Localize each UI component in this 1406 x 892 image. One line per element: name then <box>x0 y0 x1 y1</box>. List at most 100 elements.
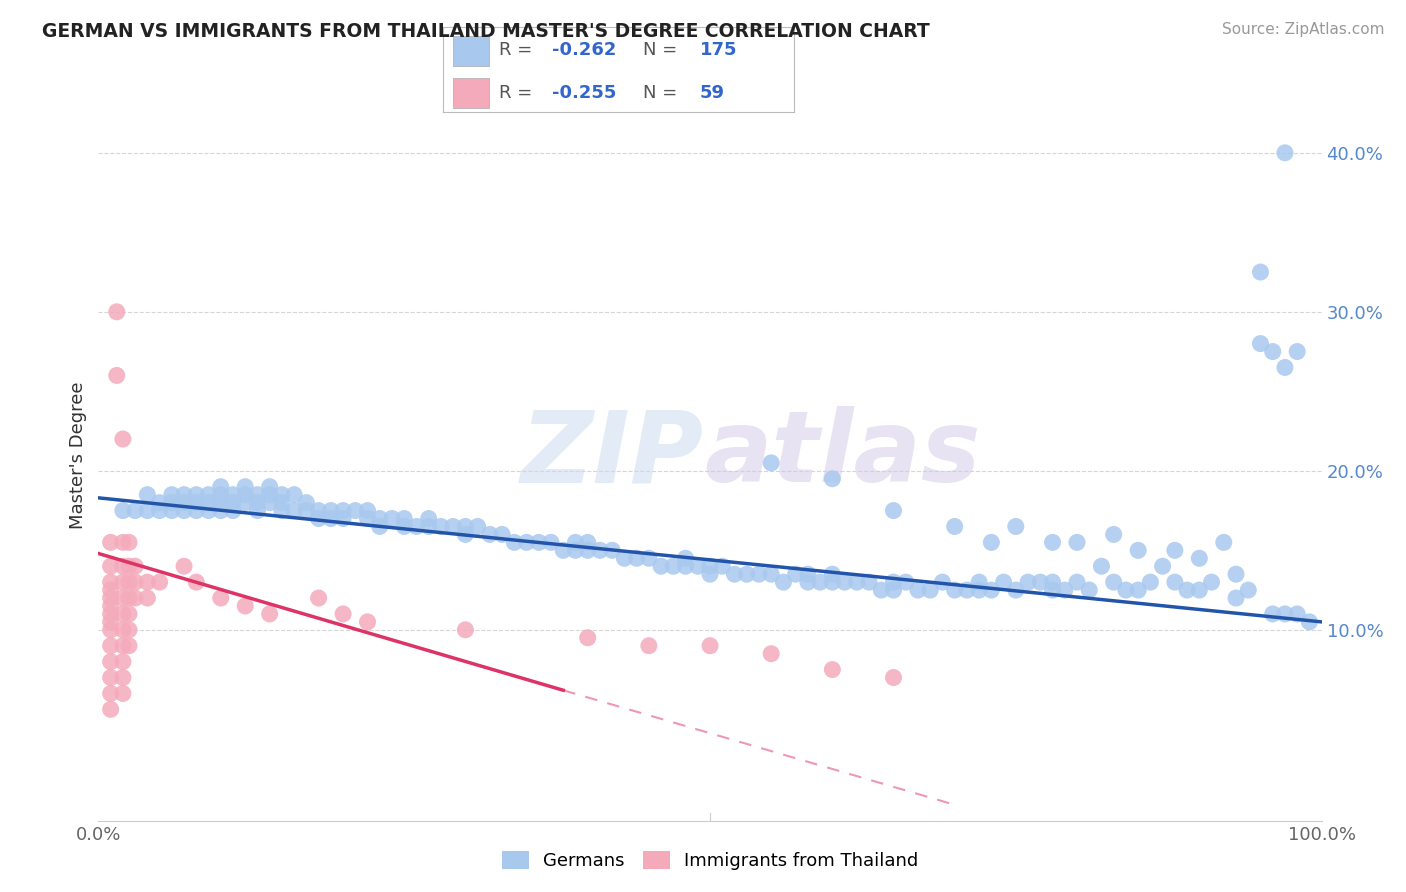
Point <box>356 503 378 517</box>
Point <box>675 551 697 566</box>
Point <box>100 575 122 590</box>
Point <box>209 488 232 502</box>
Point <box>699 559 721 574</box>
Point <box>1017 575 1039 590</box>
Point <box>160 495 183 509</box>
Point <box>233 495 256 509</box>
Point <box>1128 583 1150 598</box>
Point <box>1274 145 1296 160</box>
Point <box>136 503 159 517</box>
Point <box>111 559 134 574</box>
Point <box>967 575 990 590</box>
Point <box>1053 583 1076 598</box>
Point <box>735 567 758 582</box>
Point <box>308 591 330 605</box>
Point <box>197 488 219 502</box>
Point <box>821 567 844 582</box>
Point <box>124 559 146 574</box>
Point <box>931 575 953 590</box>
Bar <box>453 78 489 108</box>
Point <box>454 623 477 637</box>
Point <box>943 519 966 533</box>
Point <box>1286 607 1309 621</box>
Point <box>1188 583 1211 598</box>
Point <box>894 575 917 590</box>
Point <box>797 567 820 582</box>
Point <box>1175 583 1198 598</box>
Point <box>392 511 416 525</box>
Point <box>650 559 672 574</box>
Point <box>186 495 208 509</box>
Point <box>1225 591 1247 605</box>
Point <box>626 551 648 566</box>
Point <box>186 503 208 517</box>
Point <box>467 519 489 533</box>
Point <box>821 575 844 590</box>
Text: Source: ZipAtlas.com: Source: ZipAtlas.com <box>1222 22 1385 37</box>
Point <box>1225 567 1247 582</box>
Point <box>100 623 122 637</box>
Legend: Germans, Immigrants from Thailand: Germans, Immigrants from Thailand <box>495 844 925 878</box>
Point <box>1090 559 1112 574</box>
Point <box>124 575 146 590</box>
Point <box>332 511 354 525</box>
Point <box>111 623 134 637</box>
Point <box>418 519 440 533</box>
Point <box>515 535 537 549</box>
Point <box>118 575 141 590</box>
Point <box>1237 583 1260 598</box>
Point <box>821 472 844 486</box>
Text: atlas: atlas <box>704 407 980 503</box>
Point <box>111 432 134 446</box>
Point <box>1139 575 1161 590</box>
Point <box>1249 336 1271 351</box>
Point <box>118 639 141 653</box>
Point <box>308 511 330 525</box>
Point <box>197 503 219 517</box>
Text: -0.262: -0.262 <box>551 42 616 60</box>
Point <box>100 639 122 653</box>
Point <box>564 543 586 558</box>
Point <box>993 575 1015 590</box>
Point <box>761 567 783 582</box>
Point <box>761 456 783 470</box>
Point <box>118 623 141 637</box>
Point <box>209 495 232 509</box>
Point <box>233 599 256 613</box>
Point <box>100 583 122 598</box>
Point <box>332 607 354 621</box>
Point <box>111 591 134 605</box>
Point <box>943 583 966 598</box>
Point <box>270 488 294 502</box>
Point <box>858 575 880 590</box>
Point <box>553 543 575 558</box>
Point <box>699 567 721 582</box>
Point <box>209 480 232 494</box>
Point <box>332 503 354 517</box>
Point <box>723 567 745 582</box>
Point <box>564 535 586 549</box>
Point <box>222 488 245 502</box>
Point <box>160 488 183 502</box>
Point <box>111 639 134 653</box>
Point <box>356 511 378 525</box>
Point <box>295 503 318 517</box>
Text: R =: R = <box>499 84 538 102</box>
Point <box>111 535 134 549</box>
Point <box>1078 583 1101 598</box>
Point <box>540 535 562 549</box>
Point <box>100 599 122 613</box>
Point <box>761 647 783 661</box>
Point <box>883 671 905 685</box>
Point <box>821 663 844 677</box>
Point <box>1066 575 1088 590</box>
Point <box>1115 583 1137 598</box>
Point <box>980 583 1002 598</box>
Point <box>883 503 905 517</box>
Point <box>209 591 232 605</box>
Point <box>124 591 146 605</box>
Point <box>1042 575 1064 590</box>
Y-axis label: Master's Degree: Master's Degree <box>69 381 87 529</box>
Text: N =: N = <box>643 84 683 102</box>
Text: ZIP: ZIP <box>520 407 704 503</box>
